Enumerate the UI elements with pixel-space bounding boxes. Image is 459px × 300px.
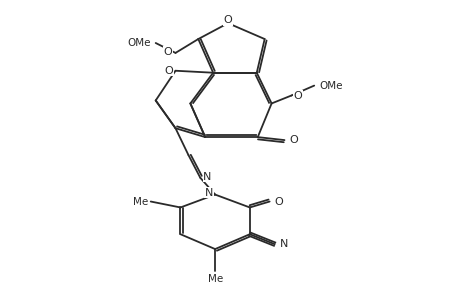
Text: O: O — [274, 196, 283, 206]
Text: Me: Me — [132, 196, 147, 206]
Text: N: N — [279, 239, 287, 249]
Text: O: O — [163, 47, 172, 57]
Text: Me: Me — [207, 274, 222, 284]
Text: N: N — [204, 188, 213, 198]
Text: O: O — [289, 135, 297, 145]
Text: O: O — [223, 15, 232, 25]
Text: OMe: OMe — [127, 38, 151, 48]
Text: O: O — [164, 66, 173, 76]
Text: OMe: OMe — [319, 81, 342, 91]
Text: O: O — [293, 91, 302, 100]
Text: N: N — [203, 172, 211, 182]
